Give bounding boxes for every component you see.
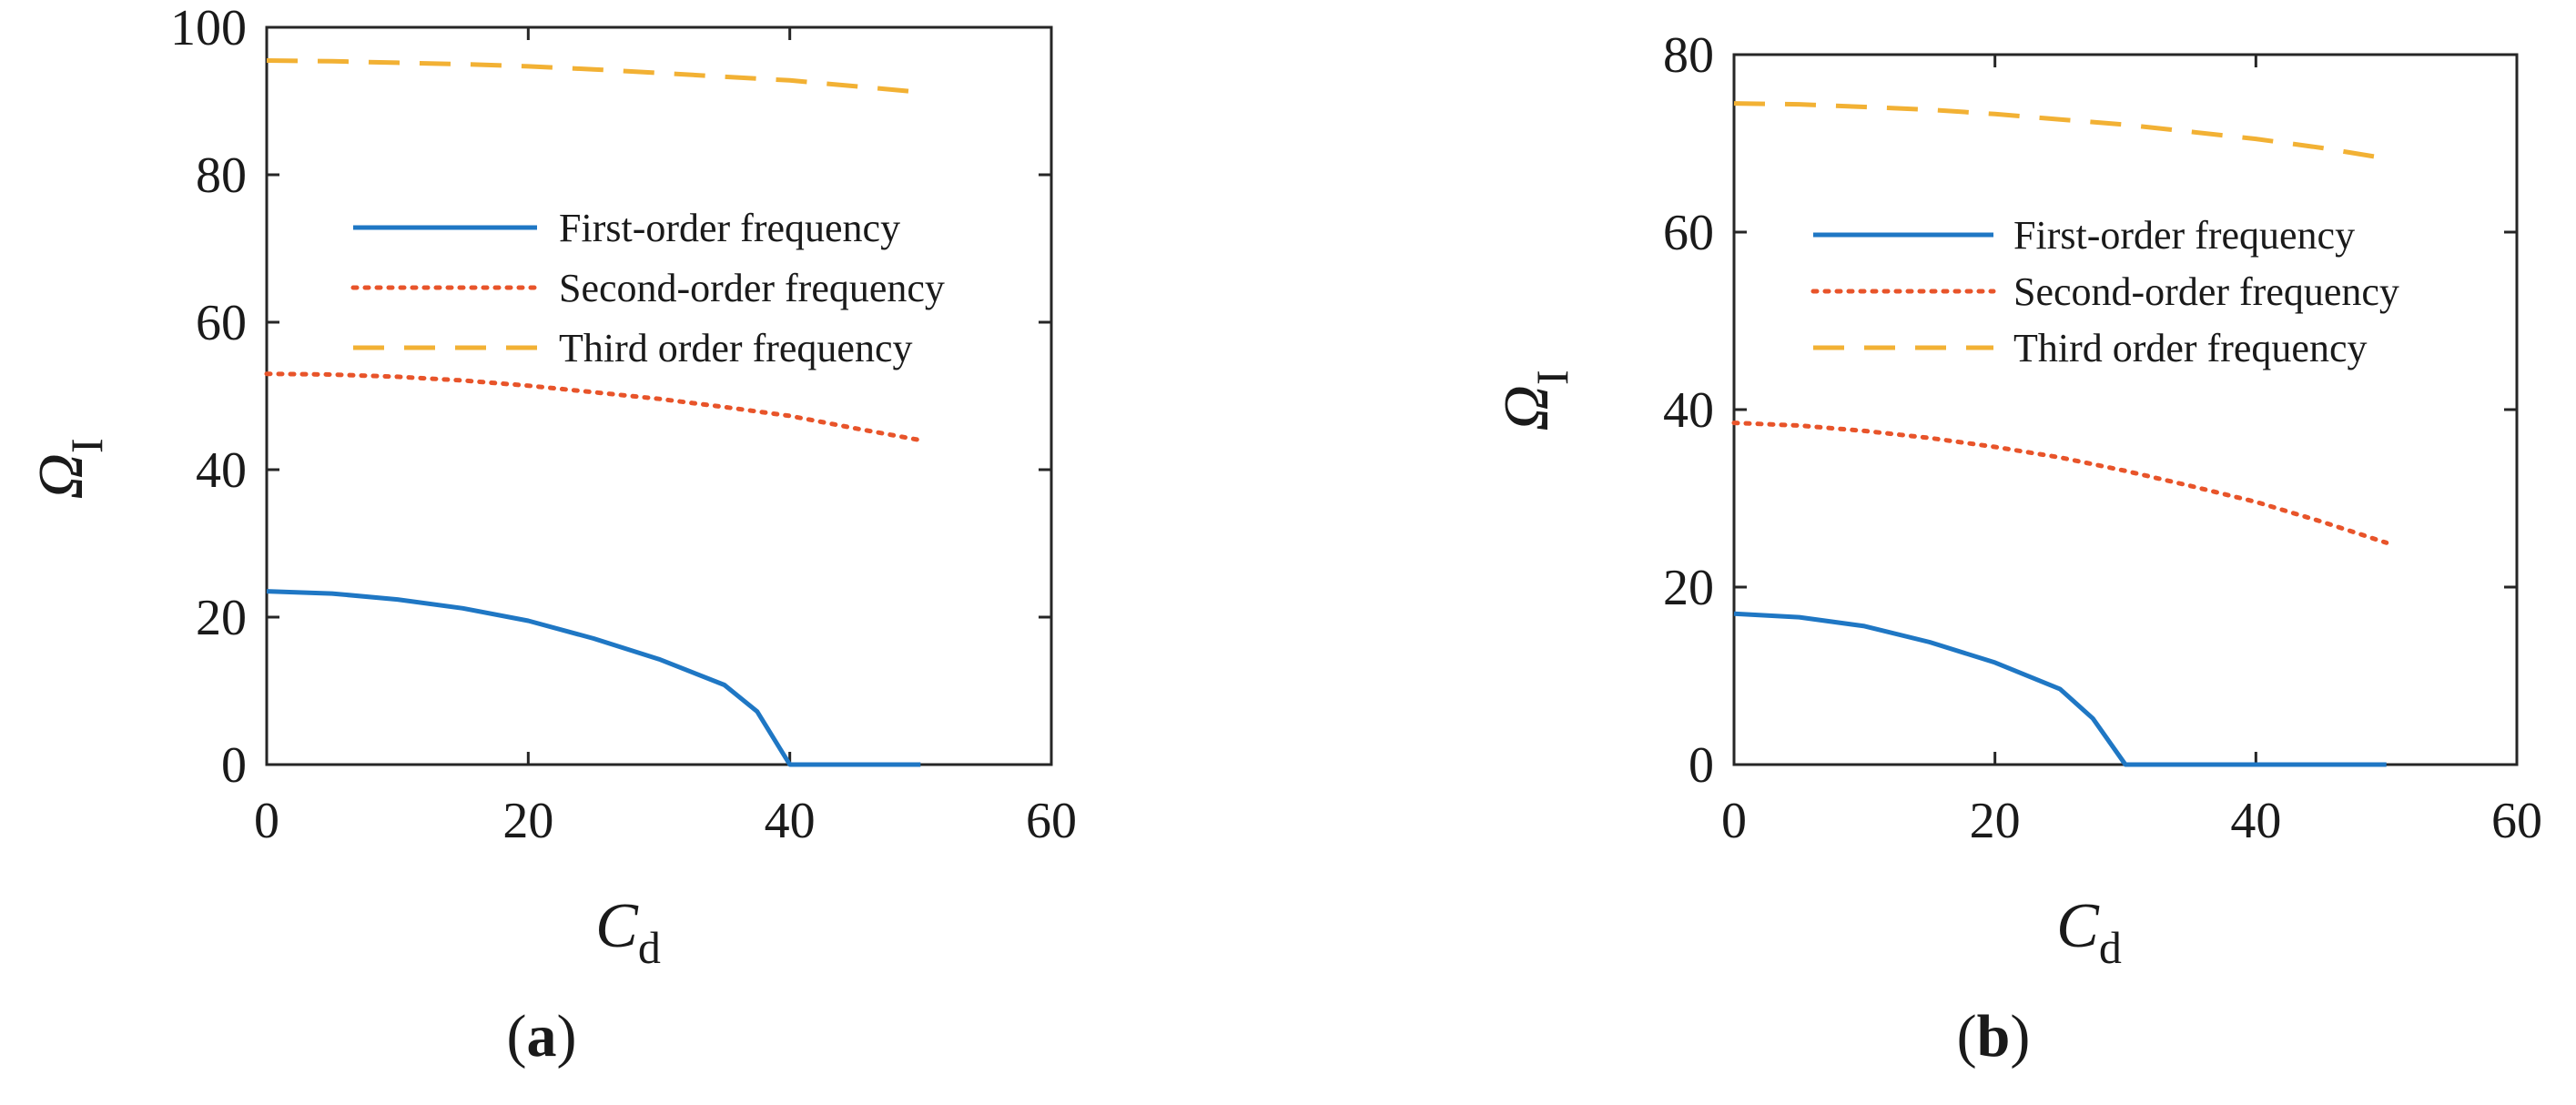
y-tick-label: 80 — [196, 147, 247, 204]
series-line-2 — [264, 371, 923, 443]
y-tick-label: 40 — [1663, 382, 1714, 439]
x-tick-label: 40 — [2230, 793, 2281, 849]
y-tick-label: 100 — [170, 0, 247, 56]
y-tick-label: 20 — [1663, 560, 1714, 616]
y-axis-label: ΩI — [1492, 370, 1577, 431]
x-tick-label: 20 — [502, 793, 553, 849]
y-tick-label: 80 — [1663, 27, 1714, 84]
x-axis-label-sub: d — [638, 922, 661, 973]
panel-label-open: ( — [507, 1003, 527, 1070]
panel-a: 0 20 40 60 0 20 40 60 80 100 First-order frequency… — [26, 0, 1077, 1070]
x-axis-label: Cd — [2056, 891, 2122, 973]
panel-label-letter: a — [527, 1003, 557, 1070]
series-line-3 — [266, 58, 921, 95]
x-tick-label: 60 — [1026, 793, 1077, 849]
panel-label-close: ) — [557, 1003, 577, 1070]
series-line-1 — [266, 589, 921, 767]
legend-label-3: Third order frequency — [559, 326, 912, 370]
x-tick-label: 60 — [2491, 793, 2542, 849]
y-axis-label: ΩI — [26, 438, 112, 499]
legend-label-3: Third order frequency — [2013, 326, 2367, 370]
y-tick-label: 60 — [1663, 205, 1714, 261]
panel-label-letter: b — [1977, 1003, 2011, 1070]
plot-frame — [1732, 53, 2519, 766]
y-tick-label: 20 — [196, 590, 247, 646]
panel-label-close: ) — [2010, 1003, 2030, 1070]
y-axis-label-main: Ω — [1492, 385, 1562, 431]
x-tick-label: 40 — [765, 793, 816, 849]
y-tick-label: 60 — [196, 295, 247, 351]
y-tick-label: 0 — [221, 737, 247, 794]
x-tick-label: 0 — [254, 793, 279, 849]
panel-label: (b) — [1957, 1003, 2031, 1070]
legend-label-2: Second-order frequency — [559, 266, 945, 310]
x-tick-label: 20 — [1970, 793, 2021, 849]
x-axis-label-main: C — [2056, 891, 2100, 961]
legend-label-2: Second-order frequency — [2013, 269, 2399, 314]
series-line-3 — [1733, 101, 2388, 161]
y-axis-label-sub: I — [61, 438, 112, 453]
y-tick-label: 0 — [1689, 737, 1714, 794]
panel-label: (a) — [507, 1003, 577, 1070]
plot-frame — [265, 25, 1053, 766]
x-axis-label-main: C — [595, 891, 639, 961]
panel-b: 0 20 40 60 0 20 40 60 80 First-order frequency Sec… — [1492, 27, 2542, 1070]
x-axis-label-sub: d — [2099, 922, 2122, 973]
x-tick-label: 0 — [1721, 793, 1747, 849]
y-axis-label-main: Ω — [26, 453, 96, 500]
y-tick-label: 40 — [196, 442, 247, 499]
x-axis-label: Cd — [595, 891, 661, 973]
series-line-1 — [1733, 611, 2387, 767]
series-line-2 — [1731, 421, 2389, 545]
y-axis-label-sub: I — [1526, 370, 1577, 385]
legend-label-1: First-order frequency — [2013, 213, 2355, 258]
legend-label-1: First-order frequency — [559, 206, 900, 250]
panel-label-open: ( — [1957, 1003, 1977, 1070]
